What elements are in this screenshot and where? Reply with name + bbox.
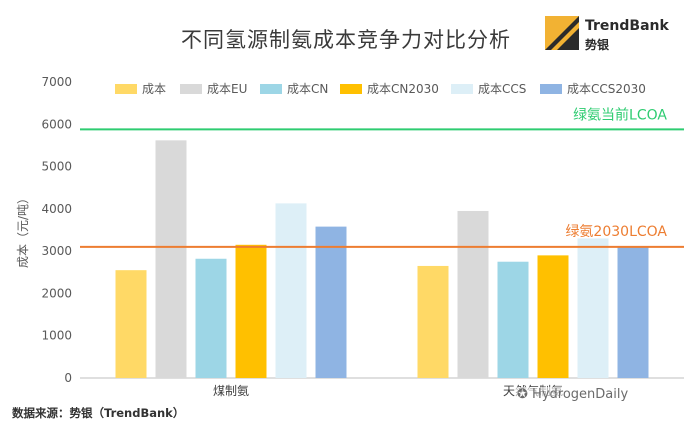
wechat-icon: ✪ <box>517 387 528 402</box>
legend-label: 成本 <box>142 82 166 96</box>
bar <box>195 258 227 378</box>
watermark-text: HydrogenDaily <box>532 387 629 402</box>
legend-swatch <box>115 84 137 94</box>
y-tick-label: 5000 <box>41 160 72 174</box>
watermark: ✪ HydrogenDaily <box>515 387 631 402</box>
y-axis-label: 成本（元/吨） <box>16 192 30 268</box>
legend-swatch <box>540 84 562 94</box>
x-tick-label: 煤制氨 <box>213 384 249 398</box>
bar <box>235 244 267 378</box>
legend-swatch <box>340 84 362 94</box>
legend-swatch <box>260 84 282 94</box>
legend-label: 成本EU <box>207 82 247 96</box>
legend-swatch <box>180 84 202 94</box>
y-tick-label: 6000 <box>41 117 72 131</box>
bar <box>497 261 529 378</box>
trendbank-logo: TrendBank 势银 <box>545 16 675 56</box>
bar <box>417 265 449 378</box>
bar <box>155 140 187 378</box>
source-note: 数据来源：势银（TrendBank） <box>12 406 185 420</box>
reference-line-label: 绿氨2030LCOA <box>565 224 667 240</box>
bar <box>115 270 147 378</box>
chart-title: 不同氢源制氨成本竞争力对比分析 <box>181 28 511 52</box>
trendbank-logo-icon <box>545 16 579 50</box>
logo-brand-cn: 势银 <box>585 38 610 52</box>
y-tick-label: 0 <box>64 371 72 385</box>
legend-label: 成本CCS2030 <box>567 82 646 96</box>
reference-line-label: 绿氨当前LCOA <box>573 106 667 123</box>
bar <box>537 255 569 378</box>
y-tick-label: 7000 <box>41 75 72 89</box>
bar <box>617 246 649 378</box>
y-tick-label: 4000 <box>41 202 72 216</box>
logo-brand-en: TrendBank <box>585 18 669 34</box>
legend-label: 成本CN <box>287 82 328 96</box>
bar <box>315 226 347 378</box>
bar <box>457 210 489 378</box>
bar <box>577 238 609 378</box>
bar <box>275 203 307 378</box>
y-tick-label: 3000 <box>41 244 72 258</box>
legend-swatch <box>451 84 473 94</box>
y-tick-label: 2000 <box>41 286 72 300</box>
y-tick-label: 1000 <box>41 329 72 343</box>
legend-label: 成本CN2030 <box>367 82 439 96</box>
legend-label: 成本CCS <box>478 82 526 96</box>
